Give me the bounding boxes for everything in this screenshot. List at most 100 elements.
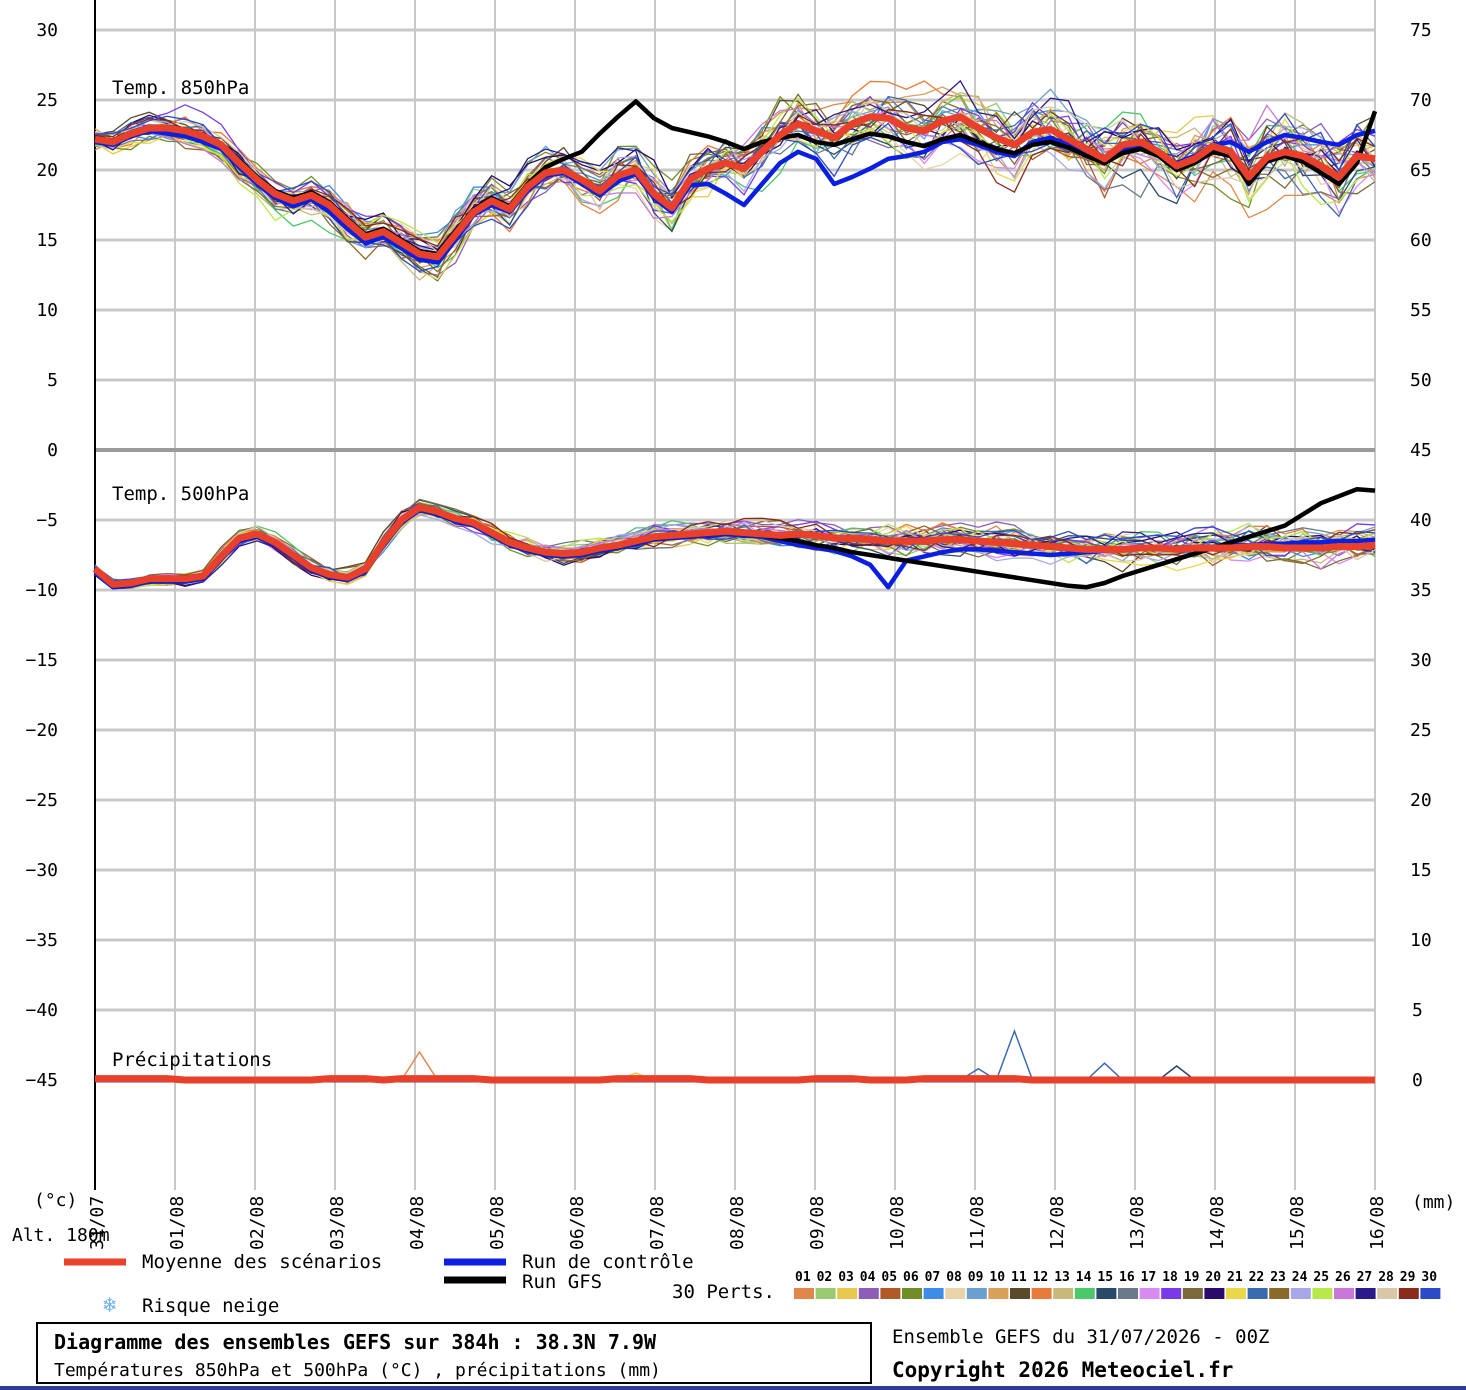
footer-rule [0, 1386, 1466, 1390]
chart-subtitle: Températures 850hPa et 500hPa (°C) , pré… [54, 1360, 661, 1381]
pert-number: 12 [1033, 1270, 1049, 1285]
pert-swatch [880, 1288, 901, 1299]
date-tick-label: 01/08 [167, 1196, 188, 1250]
right-tick-label: 25 [1410, 720, 1432, 741]
left-tick-label: −10 [25, 580, 58, 601]
pert-number: 08 [946, 1270, 962, 1285]
date-tick-label: 06/08 [567, 1196, 588, 1250]
pert-number: 03 [838, 1270, 854, 1285]
precip-member-line [400, 1050, 439, 1081]
pert-number: 01 [795, 1270, 811, 1285]
pert-number: 19 [1184, 1270, 1200, 1285]
pert-swatch [794, 1288, 814, 1299]
legend-gfs-label: Run GFS [522, 1271, 602, 1293]
date-tick-label: 04/08 [407, 1196, 428, 1250]
precip-member-line [995, 1028, 1034, 1081]
pert-number: 25 [1313, 1270, 1329, 1285]
unit-right-label: (mm) [1412, 1192, 1455, 1213]
left-tick-label: −45 [25, 1070, 58, 1091]
date-tick-label: 08/08 [727, 1196, 748, 1250]
left-tick-label: 25 [36, 90, 58, 111]
date-tick-label: 16/08 [1367, 1196, 1388, 1250]
pert-number: 23 [1270, 1270, 1286, 1285]
run-info: Ensemble GEFS du 31/07/2026 - 00Z [892, 1326, 1270, 1348]
date-tick-label: 31/07 [87, 1196, 108, 1250]
pert-number: 22 [1249, 1270, 1265, 1285]
chart-title: Diagramme des ensembles GEFS sur 384h : … [54, 1330, 657, 1354]
pert-number: 11 [1011, 1270, 1027, 1285]
left-axis: 30 25 20 15 10 5 0 −5 −10 −15 −20 −25 −30 −35 −40 −45 [25, 20, 58, 1091]
left-tick-label: −30 [25, 860, 58, 881]
left-tick-label: −35 [25, 930, 58, 951]
pert-swatch [902, 1288, 922, 1299]
date-tick-label: 09/08 [807, 1196, 828, 1250]
left-tick-label: 10 [36, 300, 58, 321]
pert-number: 10 [989, 1270, 1005, 1285]
date-tick-label: 12/08 [1047, 1196, 1068, 1250]
legend-snow-label: Risque neige [142, 1295, 279, 1317]
left-tick-label: 30 [36, 20, 58, 41]
pert-number: 07 [925, 1270, 941, 1285]
right-tick-label: 70 [1410, 90, 1432, 111]
pert-swatch [1074, 1288, 1095, 1299]
left-tick-label: 20 [36, 160, 58, 181]
precip-member-line [1086, 1062, 1124, 1081]
perturbation-legend: 01 02 03 04 05 06 07 08 09 10 11 12 13 14 15 16 17 18 19 20… [794, 1270, 1441, 1299]
pert-swatch [966, 1288, 987, 1299]
pert-swatch [945, 1288, 966, 1299]
pert-number: 05 [881, 1270, 897, 1285]
panel-precip-label: Précipitations [112, 1049, 272, 1071]
pert-swatch [1096, 1288, 1117, 1299]
date-tick-label: 05/08 [487, 1196, 508, 1250]
right-tick-label: 65 [1410, 160, 1432, 181]
snowflake-icon: ❄ [103, 1293, 116, 1318]
right-tick-label: 20 [1410, 790, 1432, 811]
ensemble-member-line [94, 113, 1376, 249]
legend-mean-label: Moyenne des scénarios [142, 1251, 382, 1273]
pert-swatch [923, 1288, 944, 1299]
right-tick-label: 35 [1410, 580, 1432, 601]
left-tick-label: −15 [25, 650, 58, 671]
pert-number: 29 [1400, 1270, 1416, 1285]
pert-number: 17 [1141, 1270, 1157, 1285]
left-tick-label: −5 [36, 510, 58, 531]
date-tick-label: 11/08 [967, 1196, 988, 1250]
mean-line [92, 503, 1376, 588]
right-tick-label: 5 [1412, 1000, 1423, 1021]
pert-swatch [1053, 1288, 1074, 1299]
left-tick-label: 0 [47, 440, 58, 461]
mean-line [95, 1075, 1375, 1084]
ensemble-member-line [94, 91, 1376, 281]
pert-number: 20 [1205, 1270, 1221, 1285]
right-tick-label: 75 [1410, 20, 1432, 41]
pert-swatch [1031, 1288, 1052, 1299]
pert-number: 09 [968, 1270, 984, 1285]
pert-number: 13 [1054, 1270, 1070, 1285]
pert-number: 04 [860, 1270, 876, 1285]
pert-number: 16 [1119, 1270, 1135, 1285]
legend-perts-label: 30 Perts. [672, 1281, 775, 1303]
panel-500-label: Temp. 500hPa [112, 483, 249, 505]
panel-850-label: Temp. 850hPa [112, 77, 249, 99]
pert-number: 02 [817, 1270, 833, 1285]
ensemble-member-line [94, 95, 1376, 264]
date-tick-label: 02/08 [247, 1196, 268, 1250]
pert-number: 30 [1421, 1270, 1437, 1285]
pert-swatch [1334, 1288, 1354, 1299]
date-tick-label: 15/08 [1287, 1196, 1308, 1250]
right-tick-label: 0 [1412, 1070, 1423, 1091]
date-tick-label: 07/08 [647, 1196, 668, 1250]
right-tick-label: 45 [1410, 440, 1432, 461]
pert-swatch [1204, 1288, 1225, 1299]
pert-swatch [1269, 1288, 1290, 1299]
left-tick-label: −40 [25, 1000, 58, 1021]
left-tick-label: −25 [25, 790, 58, 811]
pert-swatch [1247, 1288, 1268, 1299]
right-tick-label: 10 [1410, 930, 1432, 951]
date-tick-label: 03/08 [327, 1196, 348, 1250]
copyright: Copyright 2026 Meteociel.fr [892, 1358, 1234, 1382]
pert-swatch [1398, 1288, 1419, 1299]
right-tick-label: 30 [1410, 650, 1432, 671]
